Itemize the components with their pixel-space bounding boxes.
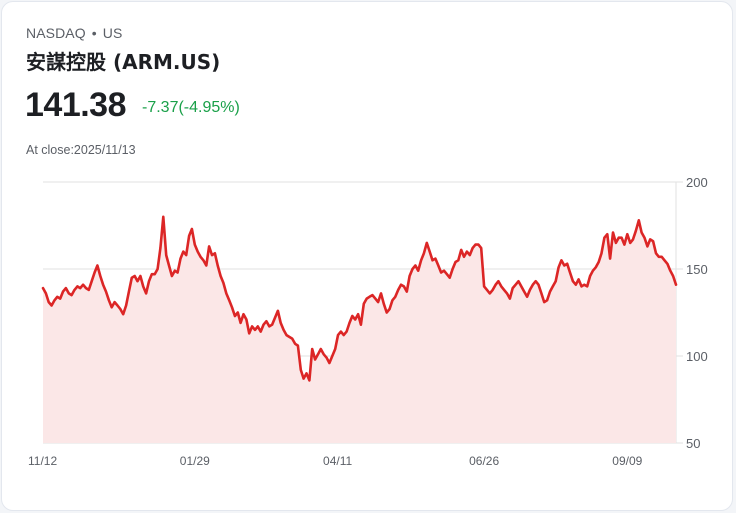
exchange-name: NASDAQ — [26, 25, 86, 41]
separator-dot: • — [91, 25, 97, 41]
y-tick-label: 150 — [686, 262, 708, 277]
exchange-line: NASDAQ • US — [26, 25, 122, 41]
x-tick-label: 09/09 — [612, 454, 642, 468]
y-tick-label: 50 — [686, 436, 700, 451]
current-price: 141.38 — [25, 86, 127, 124]
price-line — [41, 215, 678, 382]
x-tick-label: 04/11 — [323, 454, 352, 468]
x-axis-labels: 11/12 01/29 04/11 06/26 09/09 — [28, 454, 643, 468]
y-tick-label: 100 — [686, 349, 708, 364]
close-timestamp: At close:2025/11/13 — [26, 143, 136, 157]
x-tick-label: 01/29 — [180, 454, 210, 468]
region: US — [102, 25, 123, 41]
x-tick-label: 06/26 — [469, 454, 499, 468]
y-tick-label: 200 — [686, 175, 708, 190]
y-axis-labels: 200 150 100 50 — [686, 175, 708, 451]
price-area-fill — [43, 216, 676, 443]
stock-title: 安謀控股 (ARM.US) — [26, 50, 221, 74]
price-change: -7.37(-4.95%) — [142, 99, 240, 116]
x-tick-label: 11/12 — [28, 454, 57, 468]
